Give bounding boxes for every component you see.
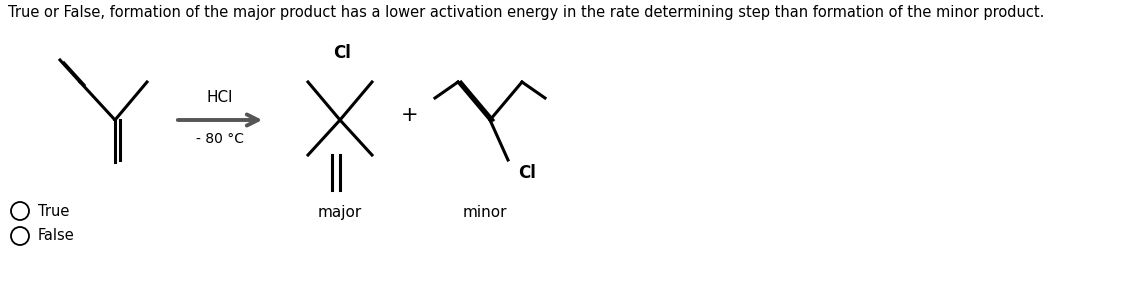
Text: +: + bbox=[402, 105, 419, 125]
Text: major: major bbox=[318, 205, 362, 220]
Text: True or False, formation of the major product has a lower activation energy in t: True or False, formation of the major pr… bbox=[8, 5, 1045, 20]
Text: Cl: Cl bbox=[333, 44, 351, 62]
Text: HCl: HCl bbox=[206, 90, 233, 105]
Text: True: True bbox=[38, 203, 70, 218]
Text: - 80 °C: - 80 °C bbox=[196, 132, 243, 146]
Text: False: False bbox=[38, 228, 75, 243]
Text: minor: minor bbox=[462, 205, 507, 220]
Text: Cl: Cl bbox=[518, 164, 536, 182]
